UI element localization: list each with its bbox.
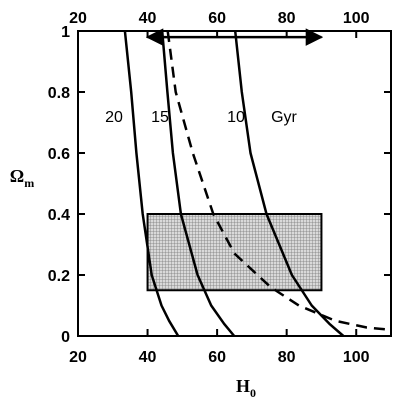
curve-10-gyr xyxy=(233,30,345,337)
curve-label-10: 10 xyxy=(227,109,245,126)
y-tick-label: 0.8 xyxy=(48,85,70,102)
x-tick-label: 100 xyxy=(343,349,370,366)
curve-15-gyr xyxy=(160,30,236,337)
y-axis-label: Ωm xyxy=(10,166,34,190)
y-tick-label: 0.4 xyxy=(48,207,70,224)
x-top-tick-label: 20 xyxy=(69,10,87,27)
x-axis-label: H0 xyxy=(236,376,256,400)
curve-label-20: 20 xyxy=(105,109,123,126)
y-tick-label: 0 xyxy=(61,329,70,346)
plot-frame xyxy=(77,30,392,337)
curve-label-gyr: Gyr xyxy=(271,109,297,126)
x-tick-label: 60 xyxy=(208,349,226,366)
curve-20-gyr xyxy=(123,30,180,337)
x-top-tick-label: 80 xyxy=(278,10,296,27)
y-tick-label: 0.2 xyxy=(48,268,70,285)
curve-label-15: 15 xyxy=(151,109,169,126)
x-top-tick-label: 40 xyxy=(139,10,157,27)
x-top-tick-label: 60 xyxy=(208,10,226,27)
y-tick-label: 0.6 xyxy=(48,146,70,163)
x-top-tick-label: 100 xyxy=(343,10,370,27)
curve-labels: 20 15 10 Gyr xyxy=(105,109,297,126)
x-tick-label: 40 xyxy=(139,349,157,366)
y-tick-label: 1 xyxy=(61,24,70,41)
x-tick-label: 20 xyxy=(69,349,87,366)
x-tick-label: 80 xyxy=(278,349,296,366)
dashed-curve xyxy=(166,30,392,332)
